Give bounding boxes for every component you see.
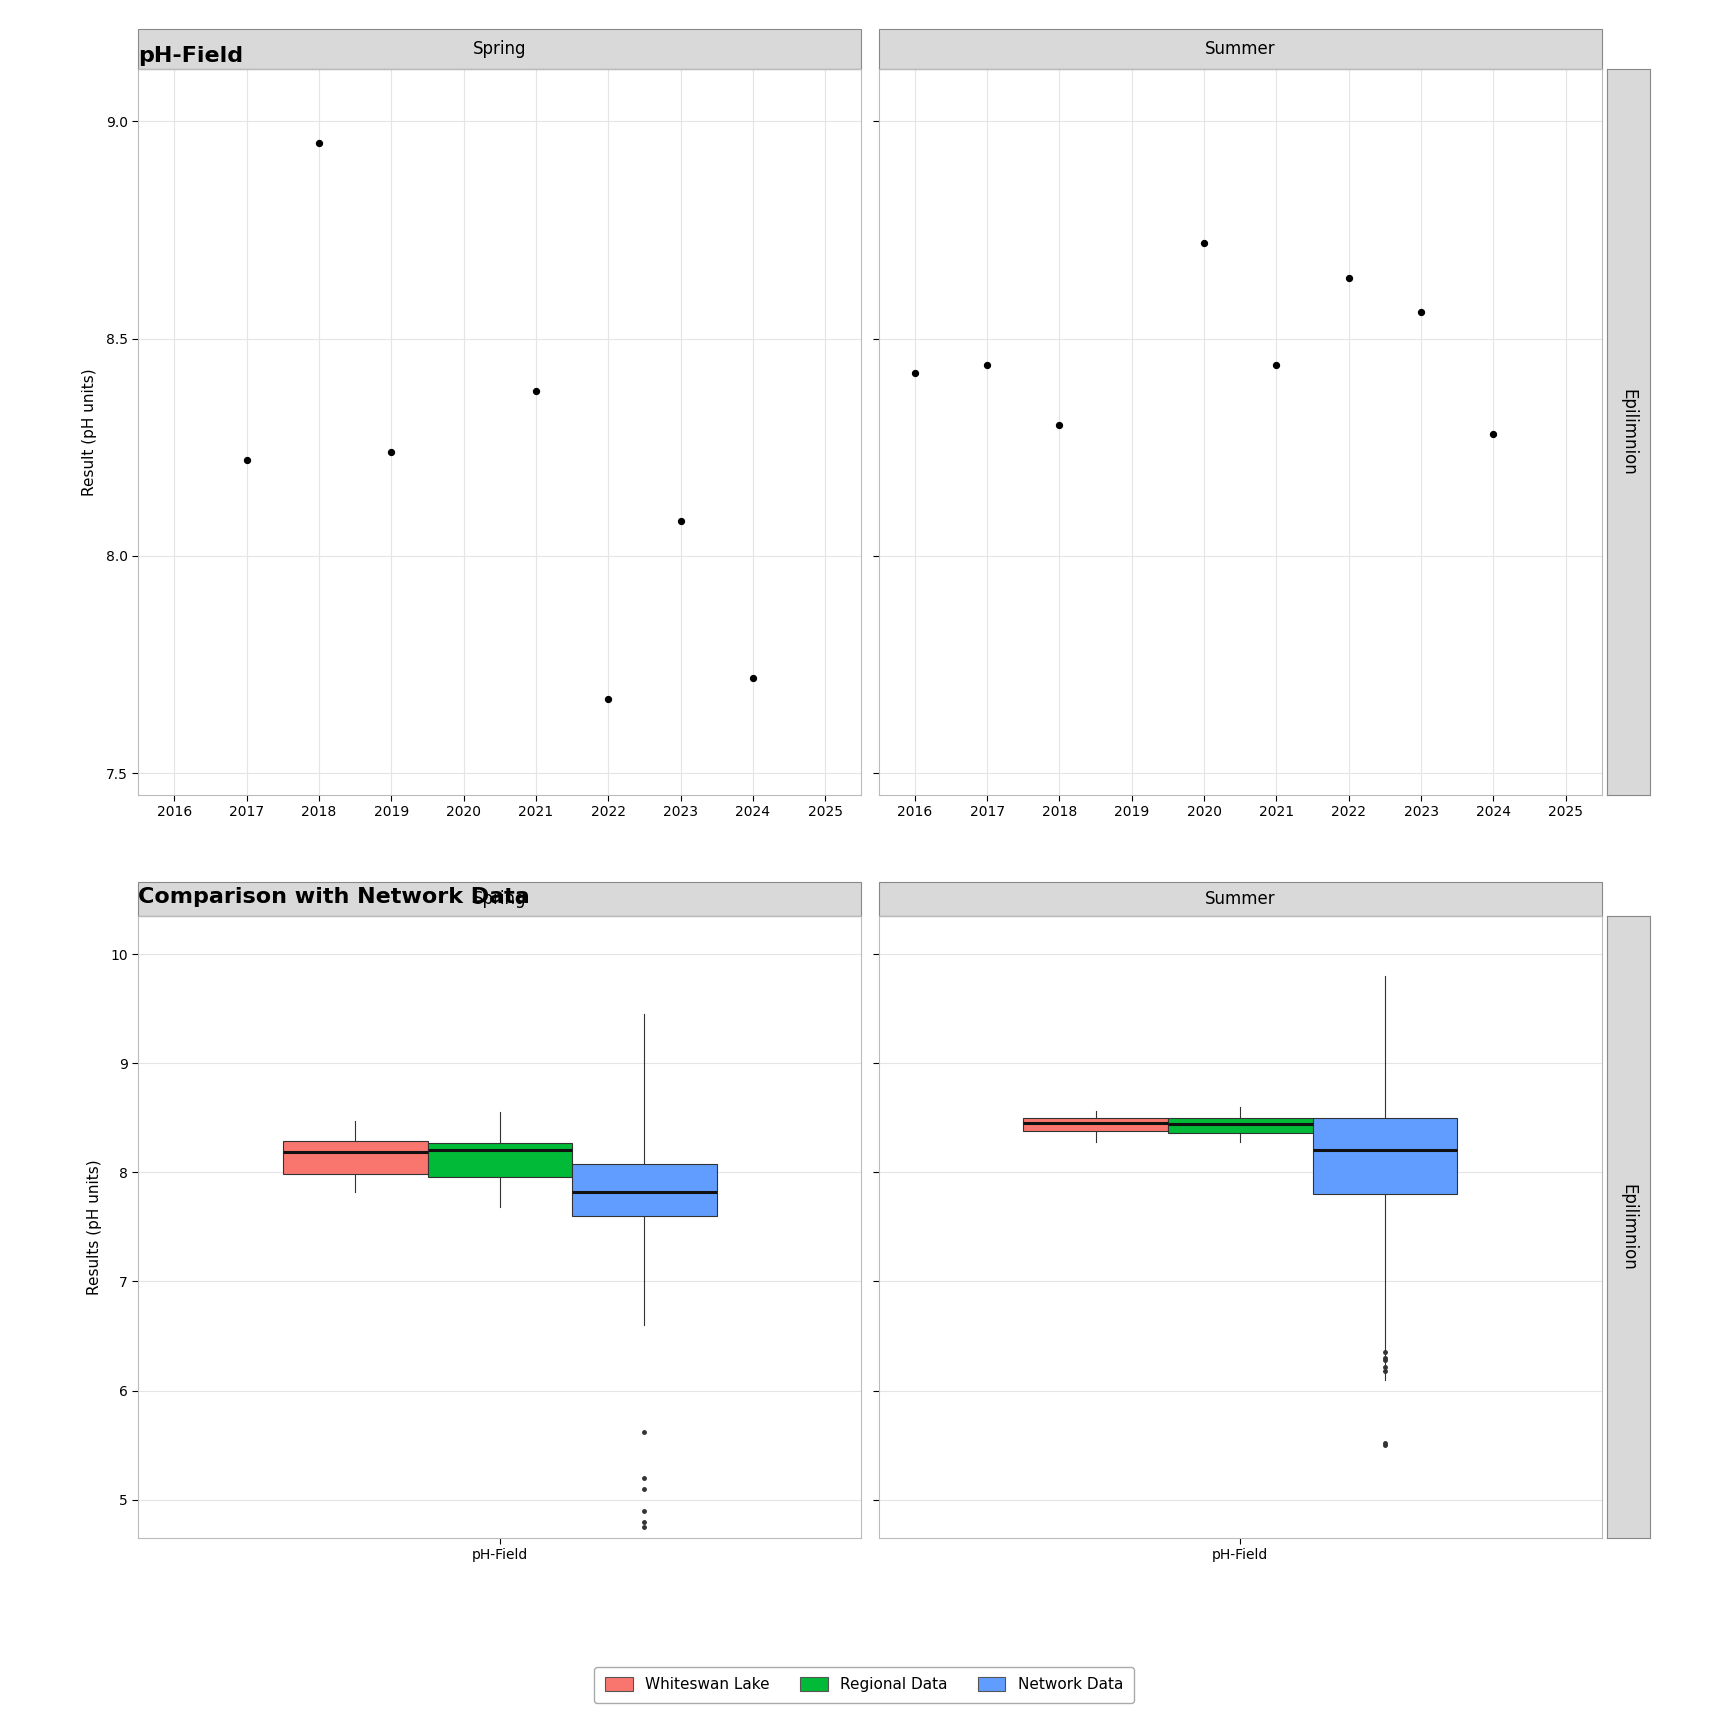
Bar	[138, 881, 861, 916]
Point	[1263, 351, 1291, 378]
Text: Epilimnion: Epilimnion	[1619, 389, 1638, 475]
Bar	[1313, 1118, 1457, 1194]
Point	[594, 686, 622, 714]
Text: Summer: Summer	[1204, 40, 1275, 59]
Point	[306, 130, 334, 157]
Point	[522, 377, 550, 404]
Point	[1045, 411, 1073, 439]
Bar	[878, 881, 1602, 916]
Legend: Whiteswan Lake, Regional Data, Network Data: Whiteswan Lake, Regional Data, Network D…	[594, 1666, 1134, 1704]
Y-axis label: Results (pH units): Results (pH units)	[86, 1159, 102, 1294]
Text: pH-Field: pH-Field	[138, 45, 244, 66]
Text: Summer: Summer	[1204, 890, 1275, 907]
Point	[900, 359, 928, 387]
Y-axis label: Result (pH units): Result (pH units)	[83, 368, 97, 496]
Text: Epilimnion: Epilimnion	[1619, 1184, 1638, 1270]
Point	[377, 437, 404, 465]
Point	[1479, 420, 1507, 448]
Bar	[427, 1142, 572, 1177]
Bar	[878, 29, 1602, 69]
Bar	[283, 1140, 427, 1175]
Point	[740, 664, 767, 691]
Text: Spring: Spring	[473, 890, 527, 907]
Point	[1191, 230, 1218, 257]
Bar	[138, 29, 861, 69]
Text: Comparison with Network Data: Comparison with Network Data	[138, 886, 530, 907]
Text: Spring: Spring	[473, 40, 527, 59]
Point	[667, 508, 695, 536]
Bar	[1168, 1118, 1313, 1134]
Bar	[572, 1163, 717, 1217]
Point	[1336, 264, 1363, 292]
Point	[233, 446, 261, 473]
Bar	[1023, 1118, 1168, 1130]
Point	[973, 351, 1001, 378]
Point	[1407, 299, 1434, 327]
